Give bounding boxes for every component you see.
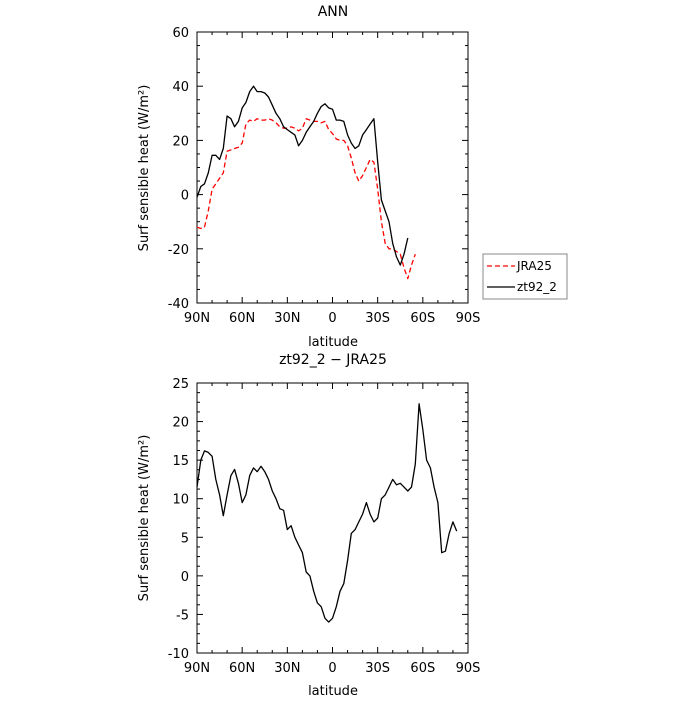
top-x-tick-label: 30N	[274, 311, 300, 326]
bottom-x-tick-label: 60S	[410, 661, 435, 676]
bottom-ticks: 90N 60N 30N 0 30S 60S 90S -10 -5 0 5 10 15 20 25	[168, 377, 481, 676]
bottom-y-tick-label: -5	[176, 608, 189, 623]
bottom-y-tick-label: 20	[172, 416, 189, 431]
top-y-tick-label: 20	[172, 134, 189, 149]
bottom-x-tick-label: 30S	[365, 661, 390, 676]
top-x-tick-label: 60N	[229, 311, 255, 326]
bottom-panel: zt92_2 − JRA25 90N 60N 30N 0 30S 60S 90S -10 -5 0…	[137, 352, 480, 699]
bottom-x-tick-label: 60N	[229, 661, 255, 676]
bottom-y-tick-label: 25	[172, 377, 189, 392]
bottom-y-tick-label: -10	[168, 647, 189, 662]
top-x-tick-label: 90S	[456, 311, 481, 326]
legend-box	[482, 253, 568, 300]
top-x-tick-label: 30S	[365, 311, 390, 326]
bottom-x-tick-label: 90S	[456, 661, 481, 676]
bottom-x-tick-label: 90N	[184, 661, 210, 676]
top-y-tick-label: -40	[168, 297, 189, 312]
top-x-axis-label: latitude	[308, 335, 358, 350]
bottom-series-difference	[196, 403, 458, 623]
bottom-y-axis-label: Surf sensible heat (W/m²)	[137, 435, 152, 602]
legend-label-jra25: JRA25	[516, 259, 552, 273]
top-title: ANN	[318, 4, 349, 20]
legend: JRA25 zt92_2	[482, 253, 568, 300]
bottom-y-tick-label: 5	[181, 531, 189, 546]
top-y-tick-label: 40	[172, 80, 189, 95]
top-y-axis-label: Surf sensible heat (W/m²)	[137, 85, 152, 252]
bottom-x-axis-label: latitude	[308, 684, 358, 699]
bottom-y-tick-label: 10	[172, 493, 189, 508]
top-y-tick-label: 0	[181, 189, 189, 204]
bottom-y-tick-label: 0	[181, 570, 189, 585]
bottom-title: zt92_2 − JRA25	[279, 352, 387, 368]
top-x-tick-label: 60S	[410, 311, 435, 326]
bottom-x-tick-label: 0	[328, 661, 336, 676]
legend-label-zt92-2: zt92_2	[517, 280, 557, 294]
top-plot-frame	[196, 31, 469, 304]
top-x-tick-label: 90N	[184, 311, 210, 326]
bottom-x-tick-label: 30N	[274, 661, 300, 676]
bottom-y-tick-label: 15	[172, 454, 189, 469]
top-series	[196, 85, 416, 280]
top-series-zt92-2	[196, 85, 409, 266]
top-x-tick-label: 0	[328, 311, 336, 326]
top-ticks: 90N 60N 30N 0 30S 60S 90S -40 -20 0 20 40 60	[168, 26, 481, 326]
bottom-plot-frame	[196, 382, 469, 654]
top-panel: ANN 90N 60N 30N 0 30S 60S 90S -40 -20 0 20 40 60 lat…	[137, 4, 568, 350]
top-y-tick-label: -20	[168, 243, 189, 258]
top-series-jra25	[196, 118, 416, 280]
top-y-tick-label: 60	[172, 26, 189, 41]
bottom-series	[196, 403, 458, 623]
